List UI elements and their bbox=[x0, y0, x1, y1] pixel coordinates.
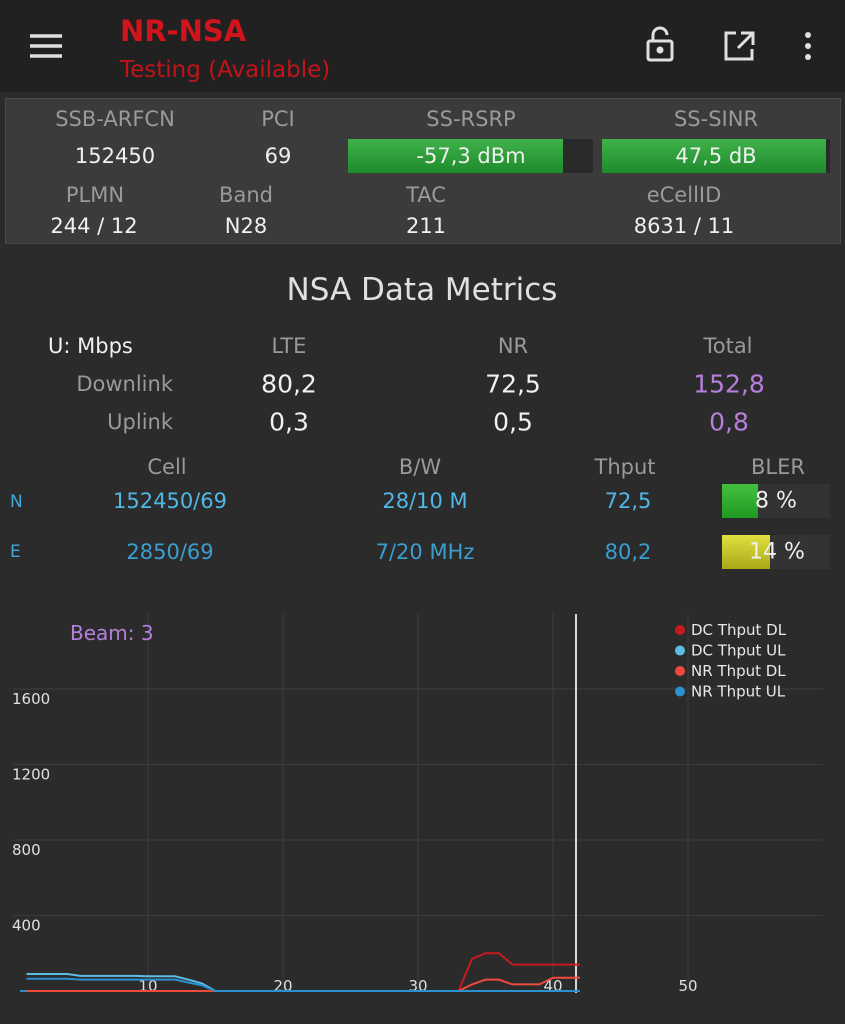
cell: 0,3 bbox=[269, 407, 309, 437]
value: -57,3 dBm bbox=[416, 144, 526, 168]
row-label: Downlink bbox=[76, 372, 173, 396]
cell: 7/20 MHz bbox=[375, 540, 475, 564]
sinr-bar bbox=[602, 139, 830, 173]
header: LTE bbox=[271, 334, 307, 358]
x-tick-label: 30 bbox=[408, 977, 427, 995]
legend-marker bbox=[675, 666, 685, 676]
lock-button[interactable] bbox=[646, 26, 674, 62]
bler-bar bbox=[722, 535, 830, 569]
y-tick-label: 400 bbox=[12, 917, 41, 935]
label: eCellID bbox=[646, 183, 722, 207]
x-tick-label: 40 bbox=[543, 977, 562, 995]
bler-bar bbox=[722, 484, 830, 518]
overflow-button[interactable] bbox=[805, 32, 811, 60]
annotation: Beam: 3 bbox=[70, 621, 154, 645]
series-line bbox=[26, 952, 580, 992]
label: Band bbox=[219, 183, 273, 207]
header: U: Mbps bbox=[48, 334, 133, 358]
legend-marker bbox=[675, 625, 685, 635]
section-title: NSA Data Metrics bbox=[286, 272, 558, 308]
row-label: Uplink bbox=[107, 410, 173, 434]
app-title: NR-NSA bbox=[120, 14, 247, 48]
cell: 2850/69 bbox=[126, 540, 214, 564]
y-tick-label: 1600 bbox=[12, 690, 50, 708]
x-tick-label: 50 bbox=[678, 977, 697, 995]
value: 211 bbox=[405, 214, 447, 238]
value: 69 bbox=[264, 144, 292, 168]
label: PLMN bbox=[65, 183, 125, 207]
label: SS-RSRP bbox=[426, 107, 516, 131]
header: B/W bbox=[398, 455, 442, 479]
label: SSB-ARFCN bbox=[55, 107, 175, 131]
series-line bbox=[26, 973, 580, 992]
x-tick-label: 20 bbox=[273, 977, 292, 995]
header: Thput bbox=[594, 455, 656, 479]
legend-marker bbox=[675, 645, 685, 656]
legend-label: NR Thput UL bbox=[691, 683, 786, 701]
cell: 80,2 bbox=[261, 369, 317, 399]
row-label: E bbox=[10, 542, 21, 562]
label: SS-SINR bbox=[673, 107, 759, 131]
y-tick-label: 1200 bbox=[12, 766, 50, 784]
legend-label: DC Thput UL bbox=[691, 642, 786, 660]
label: TAC bbox=[406, 183, 446, 207]
value: N28 bbox=[224, 214, 268, 238]
cell: 152,8 bbox=[693, 369, 765, 399]
legend-marker bbox=[675, 686, 685, 697]
cell: 14 % bbox=[749, 539, 805, 565]
value: 152450 bbox=[74, 144, 156, 168]
header: BLER bbox=[751, 455, 805, 479]
app-bar-icons bbox=[30, 26, 811, 62]
value: 8631 / 11 bbox=[633, 214, 735, 238]
cell: 28/10 M bbox=[382, 489, 468, 513]
row-label: N bbox=[10, 492, 23, 512]
legend-label: DC Thput DL bbox=[691, 621, 787, 639]
header: Total bbox=[703, 334, 753, 358]
legend-label: NR Thput DL bbox=[691, 662, 786, 680]
header: Cell bbox=[147, 455, 187, 479]
open-external-button[interactable] bbox=[724, 31, 755, 61]
header: NR bbox=[497, 334, 529, 358]
app-bar bbox=[0, 0, 845, 92]
cell: 0,8 bbox=[709, 407, 749, 437]
series-line bbox=[26, 977, 580, 992]
cell: 72,5 bbox=[604, 489, 652, 513]
app-subtitle: Testing (Available) bbox=[120, 57, 331, 83]
value: 244 / 12 bbox=[50, 214, 138, 238]
y-tick-label: 800 bbox=[12, 841, 41, 859]
value: 47,5 dB bbox=[675, 144, 757, 168]
cell: 80,2 bbox=[604, 540, 652, 564]
rsrp-bar bbox=[348, 139, 593, 173]
cell: 72,5 bbox=[485, 369, 541, 399]
cell: 0,5 bbox=[493, 407, 533, 437]
cell: 8 % bbox=[755, 488, 797, 514]
menu-button[interactable] bbox=[30, 34, 62, 58]
label: PCI bbox=[261, 107, 295, 131]
cell: 152450/69 bbox=[113, 489, 227, 513]
